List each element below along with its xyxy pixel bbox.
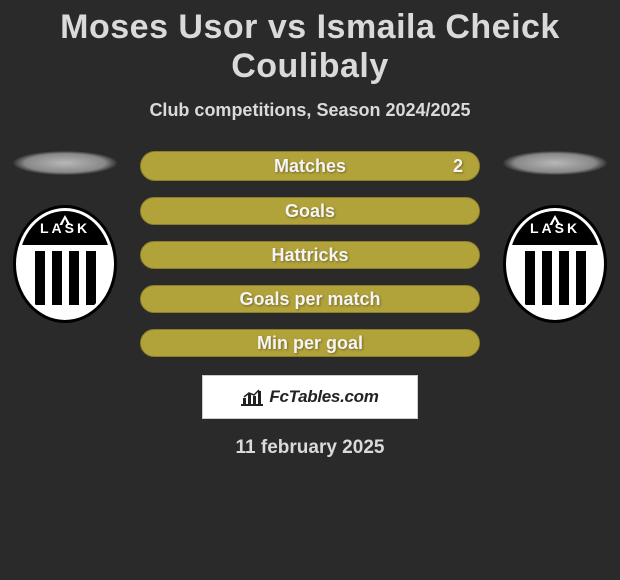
stat-label: Goals per match <box>239 289 380 310</box>
chart-icon <box>241 388 263 406</box>
right-player-column: LASK <box>500 151 610 323</box>
stripe <box>35 251 45 305</box>
club-badge-left: LASK <box>13 205 117 323</box>
stat-label: Hattricks <box>271 245 348 266</box>
stat-bar-goals-per-match: Goals per match <box>140 285 480 313</box>
content-row: LASK Matches 2 Goals Hattricks <box>0 151 620 357</box>
stat-label: Goals <box>285 201 335 222</box>
player-shadow-left <box>13 151 117 175</box>
stat-value: 2 <box>453 156 463 177</box>
stripe <box>69 251 79 305</box>
stat-label: Matches <box>274 156 346 177</box>
brand-text: FcTables.com <box>269 387 378 407</box>
player-shadow-right <box>503 151 607 175</box>
badge-text-left: LASK <box>19 211 111 245</box>
page-title: Moses Usor vs Ismaila Cheick Coulibaly <box>0 8 620 86</box>
stripe <box>52 251 62 305</box>
club-badge-right: LASK <box>503 205 607 323</box>
stripe <box>576 251 586 305</box>
stat-bar-goals: Goals <box>140 197 480 225</box>
badge-text-right: LASK <box>509 211 601 245</box>
comparison-card: Moses Usor vs Ismaila Cheick Coulibaly C… <box>0 0 620 459</box>
stat-bar-hattricks: Hattricks <box>140 241 480 269</box>
stripe <box>542 251 552 305</box>
stripe <box>86 251 96 305</box>
stat-bar-min-per-goal: Min per goal <box>140 329 480 357</box>
stripe <box>559 251 569 305</box>
badge-inner: LASK <box>509 211 601 317</box>
page-subtitle: Club competitions, Season 2024/2025 <box>0 100 620 121</box>
stats-column: Matches 2 Goals Hattricks Goals per matc… <box>140 151 480 357</box>
stat-label: Min per goal <box>257 333 363 354</box>
left-player-column: LASK <box>10 151 120 323</box>
stat-bar-matches: Matches 2 <box>140 151 480 181</box>
date-line: 11 february 2025 <box>0 437 620 459</box>
brand-box[interactable]: FcTables.com <box>202 375 418 419</box>
stripe <box>525 251 535 305</box>
badge-inner: LASK <box>19 211 111 317</box>
